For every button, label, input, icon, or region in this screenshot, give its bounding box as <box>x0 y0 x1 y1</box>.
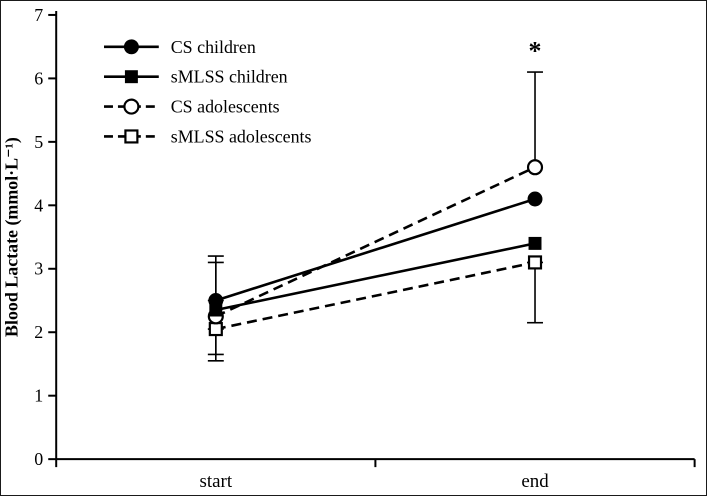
y-tick-label: 6 <box>34 68 43 88</box>
y-tick-label: 3 <box>34 259 43 279</box>
y-axis-title: Blood Lactate (mmol·L⁻¹) <box>1 137 22 337</box>
series-markers <box>207 159 544 337</box>
marker-circle-filled <box>208 293 224 308</box>
significance-asterisk: * <box>529 36 542 65</box>
y-tick-label: 5 <box>34 132 43 152</box>
legend-label: sMLSS adolescents <box>171 126 312 146</box>
y-axis-label: Blood Lactate (mmol·L⁻¹) <box>1 137 22 337</box>
legend-label: CS adolescents <box>171 97 280 117</box>
x-category-label: start <box>200 471 233 492</box>
x-category-label: end <box>521 471 549 492</box>
y-tick-label: 1 <box>34 386 43 406</box>
marker-circle-open <box>123 98 140 115</box>
legend-item-cs-adolescents: CS adolescents <box>104 97 280 117</box>
annotations: * <box>529 36 542 65</box>
marker-square-open <box>208 321 223 337</box>
marker-circle-open <box>526 159 544 176</box>
marker-square-open <box>124 129 139 144</box>
marker-circle-filled <box>123 39 139 55</box>
marker-square-open <box>527 255 543 270</box>
series-lines <box>215 166 536 331</box>
y-tick-label: 4 <box>34 195 43 215</box>
y-tick-label: 0 <box>34 449 43 469</box>
y-tick-label: 2 <box>34 322 43 342</box>
axes <box>55 10 695 461</box>
legend-label: CS children <box>171 37 256 57</box>
legend: CS children sMLSS children CS adolescents s… <box>104 37 312 146</box>
legend-item-smlss-adolescents: sMLSS adolescents <box>104 126 312 146</box>
legend-item-cs-children: CS children <box>104 37 256 57</box>
marker-square-filled <box>528 236 542 250</box>
legend-item-smlss-children: sMLSS children <box>104 67 288 87</box>
series-line-smlss-adolescents <box>215 261 536 331</box>
series-line-cs-children <box>215 197 536 302</box>
series-line-smlss-children <box>215 242 536 312</box>
marker-circle-filled <box>527 191 543 207</box>
series-line-cs-adolescents <box>215 166 536 318</box>
legend-label: sMLSS children <box>171 67 288 87</box>
y-tick-label: 7 <box>34 5 43 25</box>
y-axis-ticks: 0 1 2 3 4 5 6 7 <box>34 5 57 469</box>
marker-square-filled <box>124 70 138 84</box>
x-axis-ticks: start end <box>55 459 696 492</box>
